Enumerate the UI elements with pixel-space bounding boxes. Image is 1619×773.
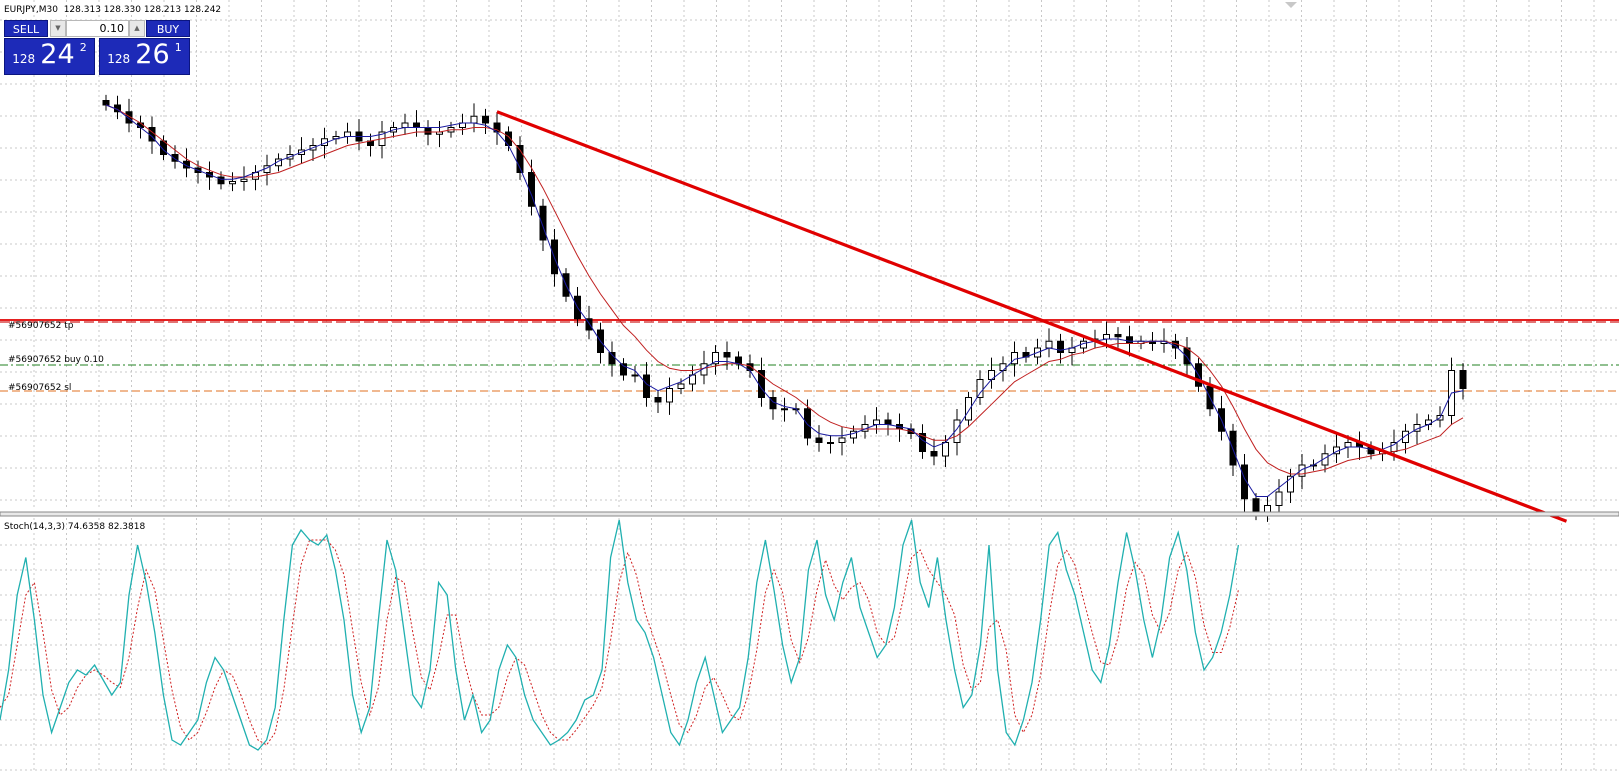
candle-body [942,442,949,457]
candle-body [850,430,857,439]
candle-body [528,172,535,207]
candle-body [401,122,409,128]
candle-body [1390,442,1398,452]
candle-body [827,442,834,444]
candle-body [125,111,133,124]
candle-body [620,363,627,376]
candle-body [1057,340,1064,353]
buy-label: #56907652 buy 0.10 [8,355,104,365]
buy-price-big: 26 [135,39,170,70]
buy-price-sup: 1 [174,41,182,54]
volume-down-button[interactable]: ▼ [50,20,66,37]
ma-slow-line [105,104,1464,475]
candle-body [804,408,811,439]
candle-body [1183,347,1191,365]
candle-body [677,383,685,389]
sell-price-big: 24 [40,39,75,70]
candle-body [183,160,190,169]
candle-body [585,318,593,331]
buy-price-box[interactable]: 128 26 1 [99,38,190,75]
candle-body [240,178,248,182]
candle-body [413,122,420,128]
candle-body [815,437,823,443]
candle-body [976,379,984,398]
pane-separator[interactable] [0,511,1619,517]
candle-body [1298,464,1306,477]
sell-price-sup: 2 [79,41,87,54]
candle-body [344,131,351,137]
candle-body [539,205,547,241]
candle-body [884,419,892,425]
candle-body [643,374,650,398]
candle-body [1241,464,1248,500]
candle-body [666,388,673,403]
chart-scroll-marker-icon [1285,2,1297,8]
candle-body [735,356,742,365]
candle-body [1011,352,1018,365]
candle-body [1287,475,1294,493]
candle-body [953,419,961,443]
candle-body [482,115,489,124]
candle-body [965,397,972,421]
candle-body [873,419,880,425]
candle-body [1321,453,1329,466]
candle-body [712,352,719,365]
candle-body [1126,336,1133,344]
symbol-info-label: EURJPY,M30 128.313 128.330 128.213 128.2… [4,5,221,15]
sell-price-box[interactable]: 128 24 2 [4,38,95,75]
buy-button[interactable]: BUY [146,20,190,37]
chevron-down-icon: ▼ [55,24,61,32]
candle-body [631,374,639,377]
candle-body [654,397,662,403]
stoch-main-line [0,519,1240,751]
candle-body [999,363,1007,371]
candle-body [102,100,110,106]
candle-body [781,408,788,411]
candle-body [1344,442,1352,448]
candle-body [217,176,225,185]
volume-up-button[interactable]: ▲ [129,20,145,37]
candle-body [1459,370,1467,389]
candle-body [930,451,938,457]
candle-body [1402,430,1409,443]
candle-body [470,115,478,124]
candle-body [229,181,236,185]
candle-body [1045,340,1053,349]
candle-body [171,154,179,162]
candle-body [723,352,731,358]
candle-body [424,127,432,135]
volume-input[interactable] [66,20,129,37]
candle-body [1275,491,1283,506]
sell-price-prefix: 128 [12,52,36,66]
candle-body [275,158,282,167]
candle-body [516,145,524,173]
sell-button[interactable]: SELL [4,20,48,37]
candle-body [1103,334,1110,340]
candle-body [838,437,846,443]
stoch-indicator-label: Stoch(14,3,3) 74.6358 82.3818 [4,522,145,532]
one-click-trading-panel: SELL ▼ ▲ BUY 128 24 2 128 26 1 [4,20,190,75]
ma-fast-line [105,104,1464,497]
sl-label: #56907652 sl [8,383,71,393]
trendline[interactable] [496,110,1568,523]
tp-label: #56907652 tp [8,321,74,331]
candle-body [1114,334,1122,338]
buy-price-prefix: 128 [107,52,131,66]
chevron-up-icon: ▲ [134,24,140,32]
